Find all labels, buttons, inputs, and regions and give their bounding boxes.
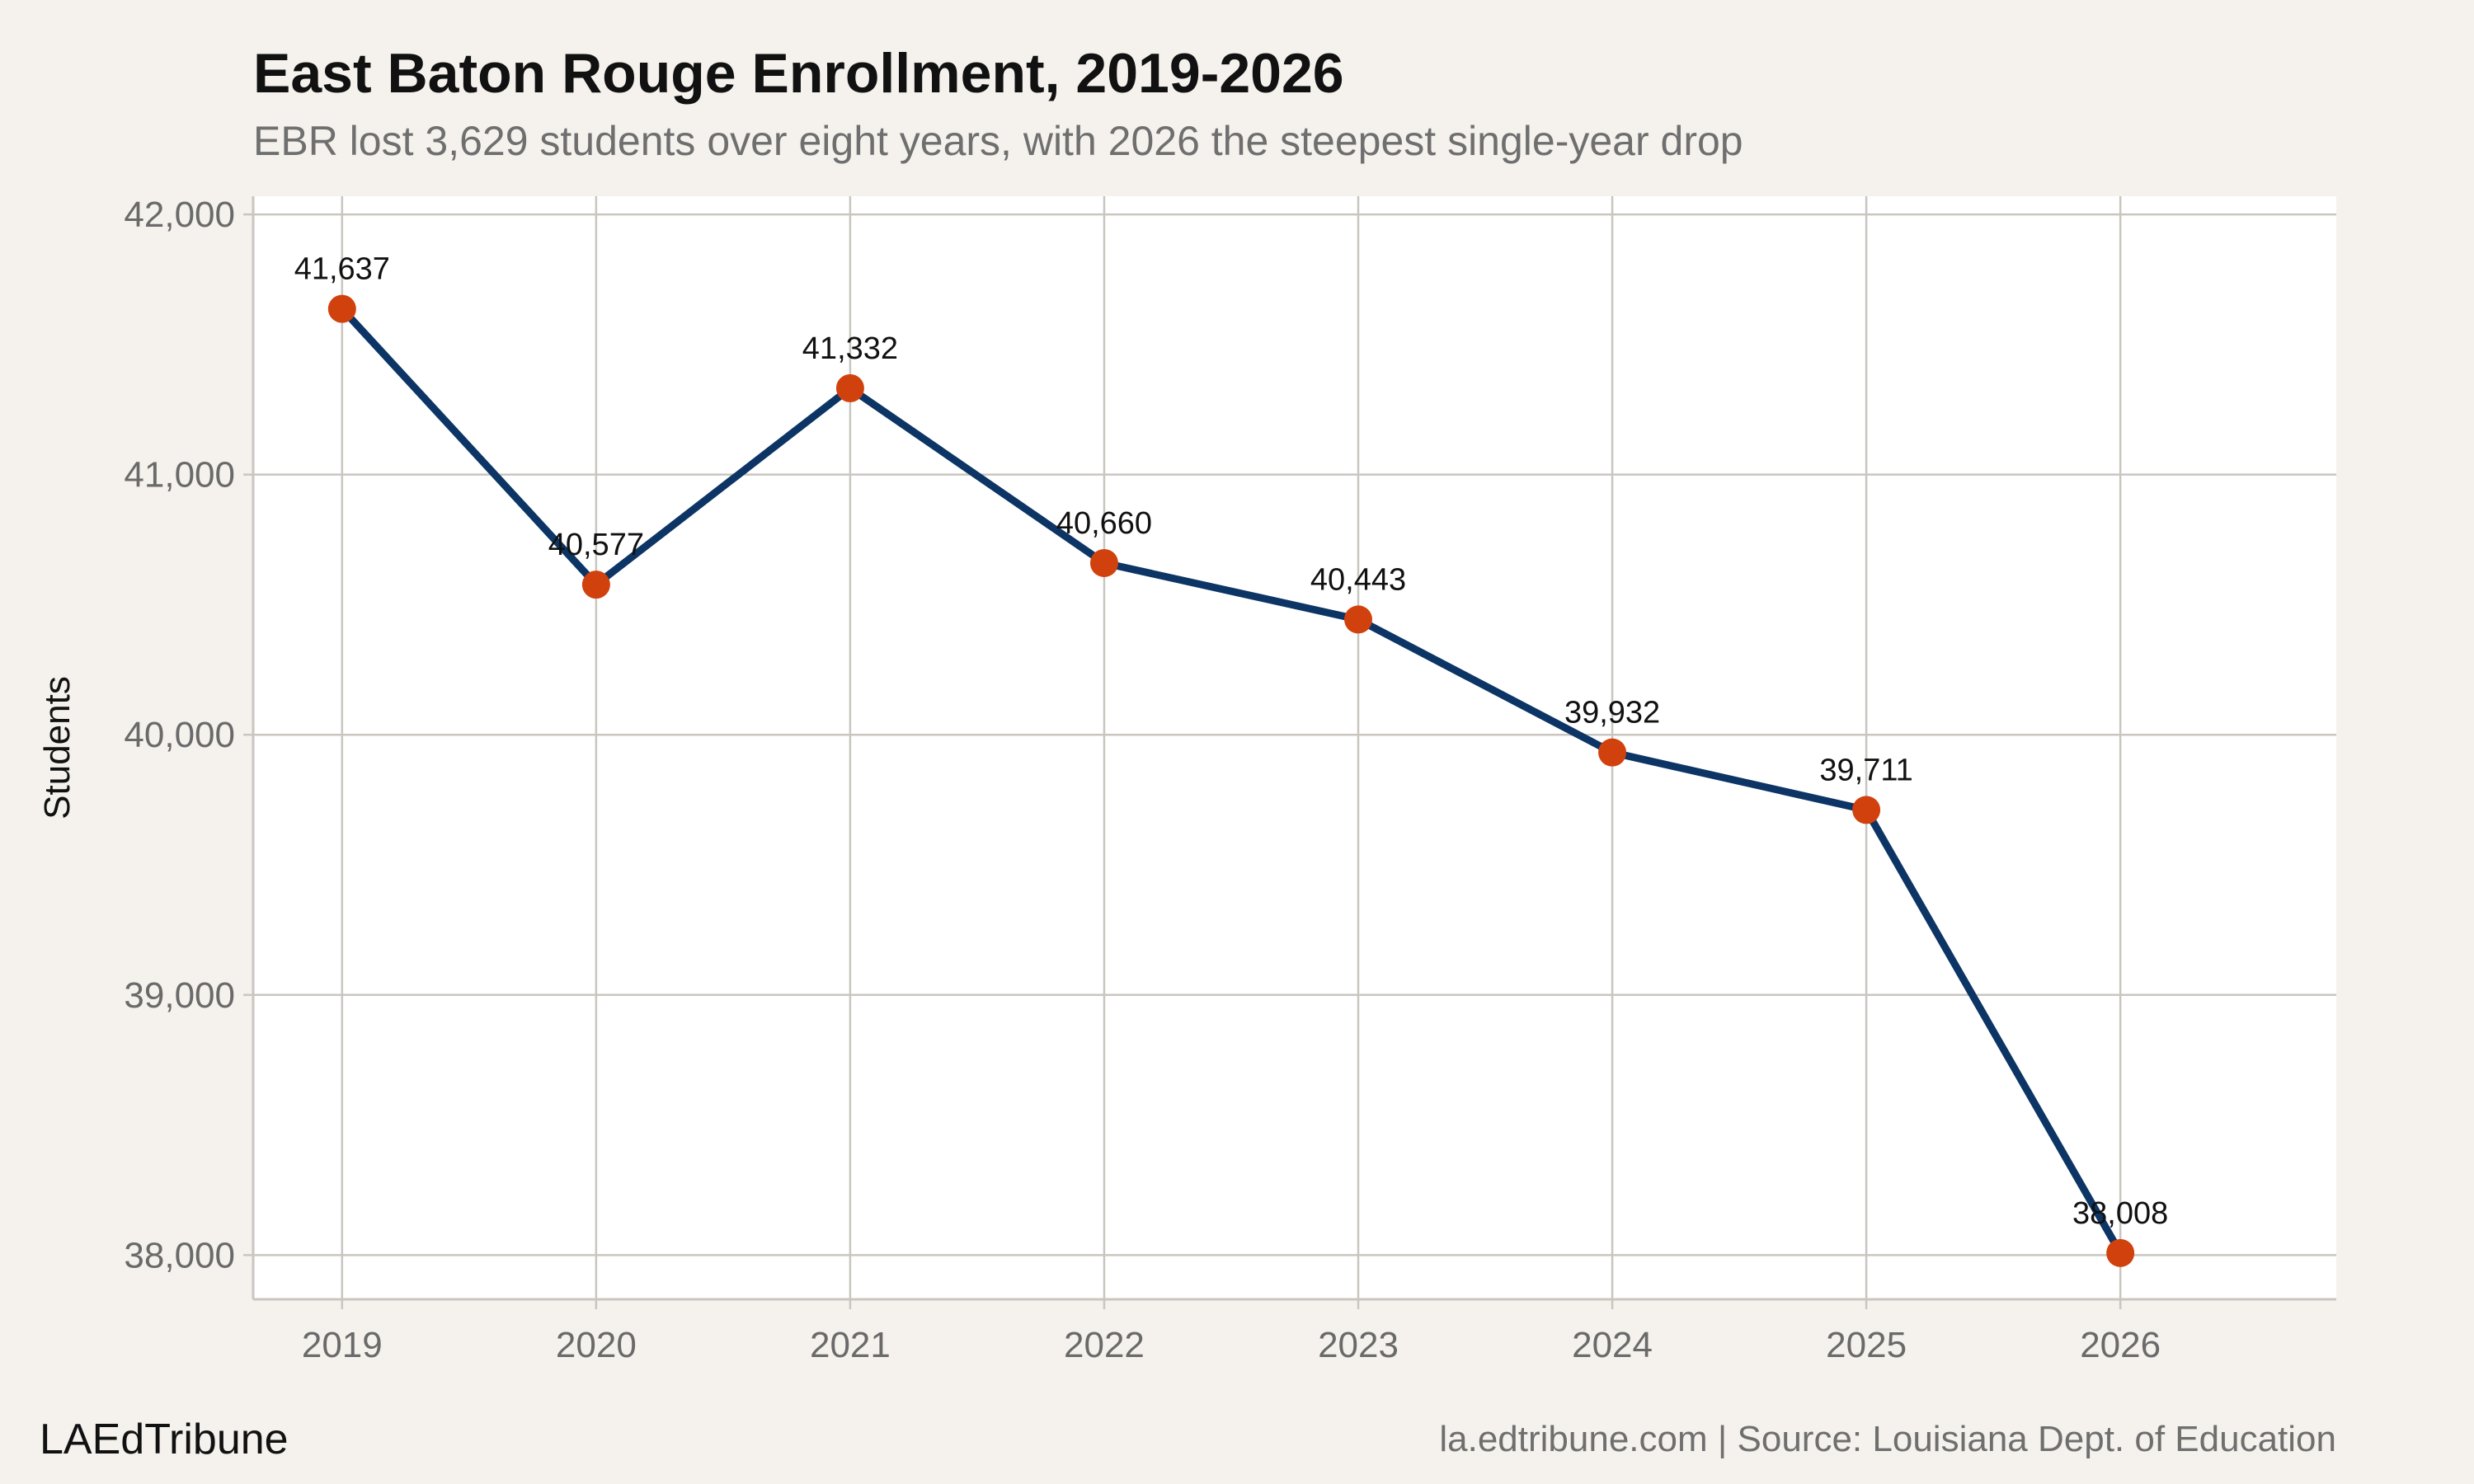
y-tick-label: 40,000 xyxy=(124,715,235,755)
chart-subtitle: EBR lost 3,629 students over eight years… xyxy=(253,118,1743,164)
data-label: 41,637 xyxy=(294,252,390,287)
x-tick-label: 2023 xyxy=(1318,1325,1399,1365)
data-label: 39,932 xyxy=(1564,696,1660,730)
data-point xyxy=(1852,796,1881,824)
source-caption: la.edtribune.com | Source: Louisiana Dep… xyxy=(1439,1419,2336,1459)
y-axis-label: Students xyxy=(37,676,78,819)
brand-logo-text: LAEdTribune xyxy=(40,1416,289,1463)
series-layer xyxy=(327,294,2135,1267)
x-tick-label: 2026 xyxy=(2080,1325,2161,1365)
data-label-layer: 41,637 40,577 41,332 40,660 40,443 39,932 39,7… xyxy=(294,252,2169,1231)
y-tick-label: 39,000 xyxy=(124,975,235,1016)
y-tick-label: 38,000 xyxy=(124,1235,235,1275)
series-line xyxy=(338,305,2124,1257)
data-label: 40,443 xyxy=(1310,562,1406,597)
data-label: 40,577 xyxy=(548,528,644,562)
data-point xyxy=(835,373,864,402)
data-label: 40,660 xyxy=(1056,506,1152,541)
data-point xyxy=(1344,605,1373,634)
data-point xyxy=(1089,548,1118,577)
data-label: 39,711 xyxy=(1819,753,1912,787)
data-point xyxy=(327,294,356,323)
x-tick-label: 2020 xyxy=(556,1325,637,1365)
x-tick-label: 2021 xyxy=(810,1325,891,1365)
plot-panel xyxy=(253,196,2336,1299)
data-label: 41,332 xyxy=(802,331,898,366)
x-tick-label: 2025 xyxy=(1826,1325,1907,1365)
y-tick-label: 41,000 xyxy=(124,455,235,495)
grid-layer xyxy=(253,196,2336,1299)
axis-layer: 38,000 39,000 40,000 41,000 42,000 2019 2020 20… xyxy=(124,195,2336,1365)
chart-title: East Baton Rouge Enrollment, 2019-2026 xyxy=(253,42,1344,105)
x-tick-label: 2024 xyxy=(1572,1325,1653,1365)
data-label: 38,008 xyxy=(2072,1196,2168,1231)
y-tick-label: 42,000 xyxy=(124,195,235,235)
data-point xyxy=(2106,1238,2135,1267)
data-point xyxy=(1598,738,1627,767)
x-tick-label: 2022 xyxy=(1064,1325,1145,1365)
data-point xyxy=(581,571,610,599)
x-tick-label: 2019 xyxy=(302,1325,383,1365)
